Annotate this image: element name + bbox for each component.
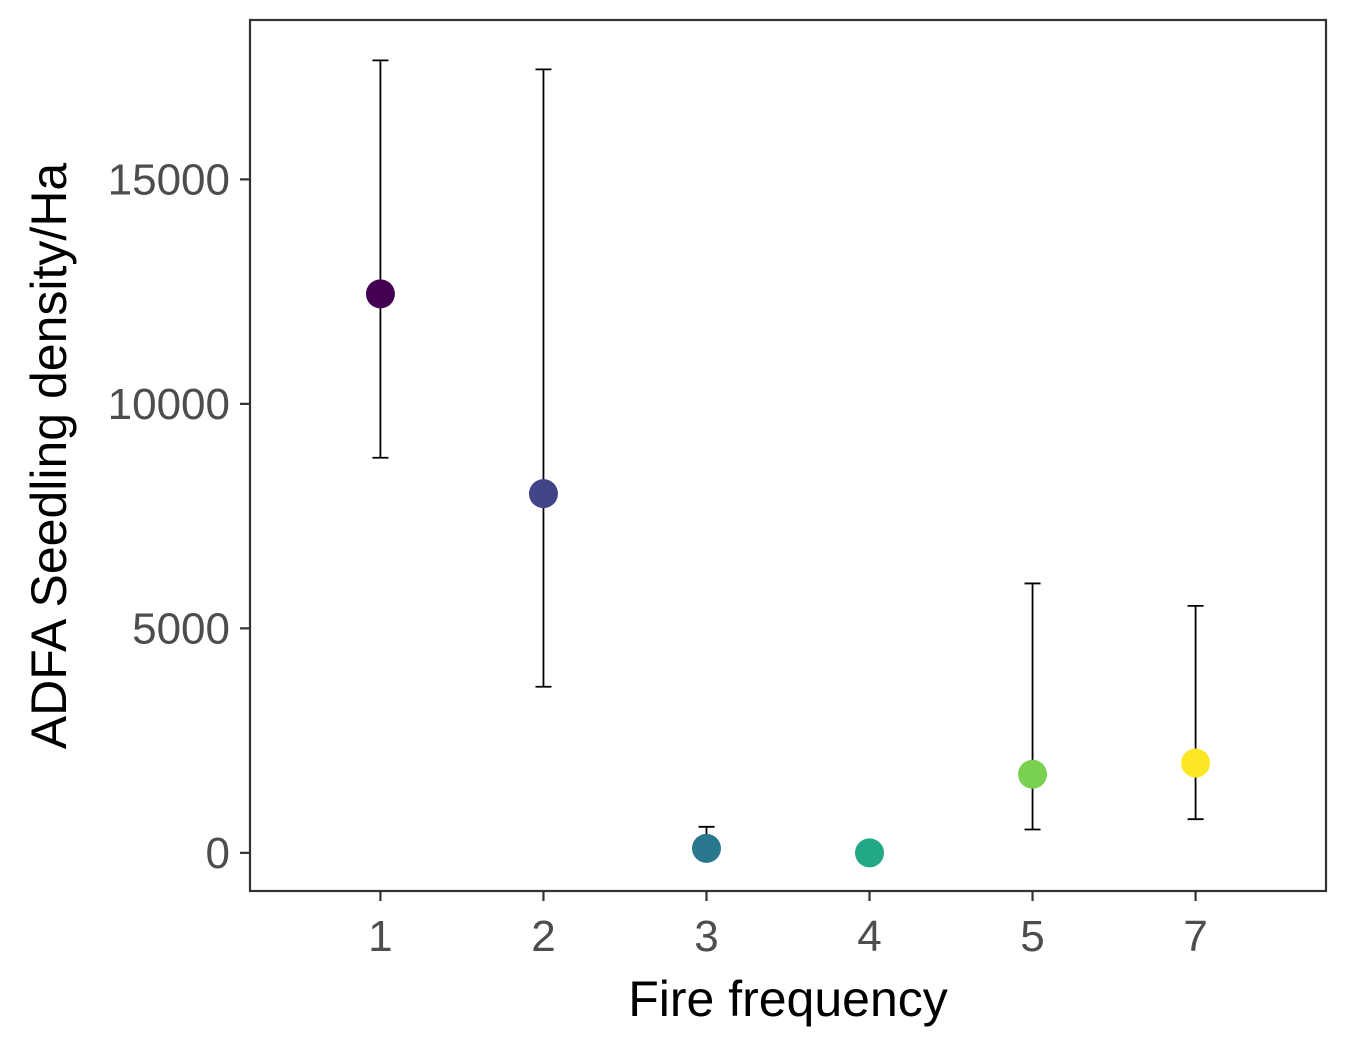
error-bar <box>535 68 552 688</box>
x-tick-label: 7 <box>1183 912 1207 961</box>
x-axis: 1 2 3 4 5 7 <box>368 891 1208 961</box>
data-point <box>365 279 395 309</box>
error-bar <box>372 59 389 459</box>
y-tick-label: 5000 <box>132 604 230 653</box>
data-marks <box>365 59 1211 868</box>
y-axis-title: ADFA Seedling density/Ha <box>21 163 77 750</box>
y-axis: 0 5000 10000 15000 <box>108 155 250 878</box>
y-tick-label: 10000 <box>108 380 230 429</box>
data-point <box>1181 748 1211 778</box>
x-tick-label: 3 <box>694 912 718 961</box>
plot-panel <box>248 18 1328 893</box>
y-tick-label: 15000 <box>108 155 230 204</box>
x-tick-label: 1 <box>368 912 392 961</box>
x-axis-title: Fire frequency <box>628 971 948 1027</box>
x-tick-label: 4 <box>857 912 881 961</box>
data-point <box>691 833 721 863</box>
data-point <box>1018 759 1048 789</box>
y-tick-label: 0 <box>206 829 230 878</box>
x-tick-label: 5 <box>1020 912 1044 961</box>
error-bar <box>1187 605 1204 821</box>
x-tick-label: 2 <box>531 912 555 961</box>
data-point <box>528 479 558 509</box>
data-point <box>855 838 885 868</box>
